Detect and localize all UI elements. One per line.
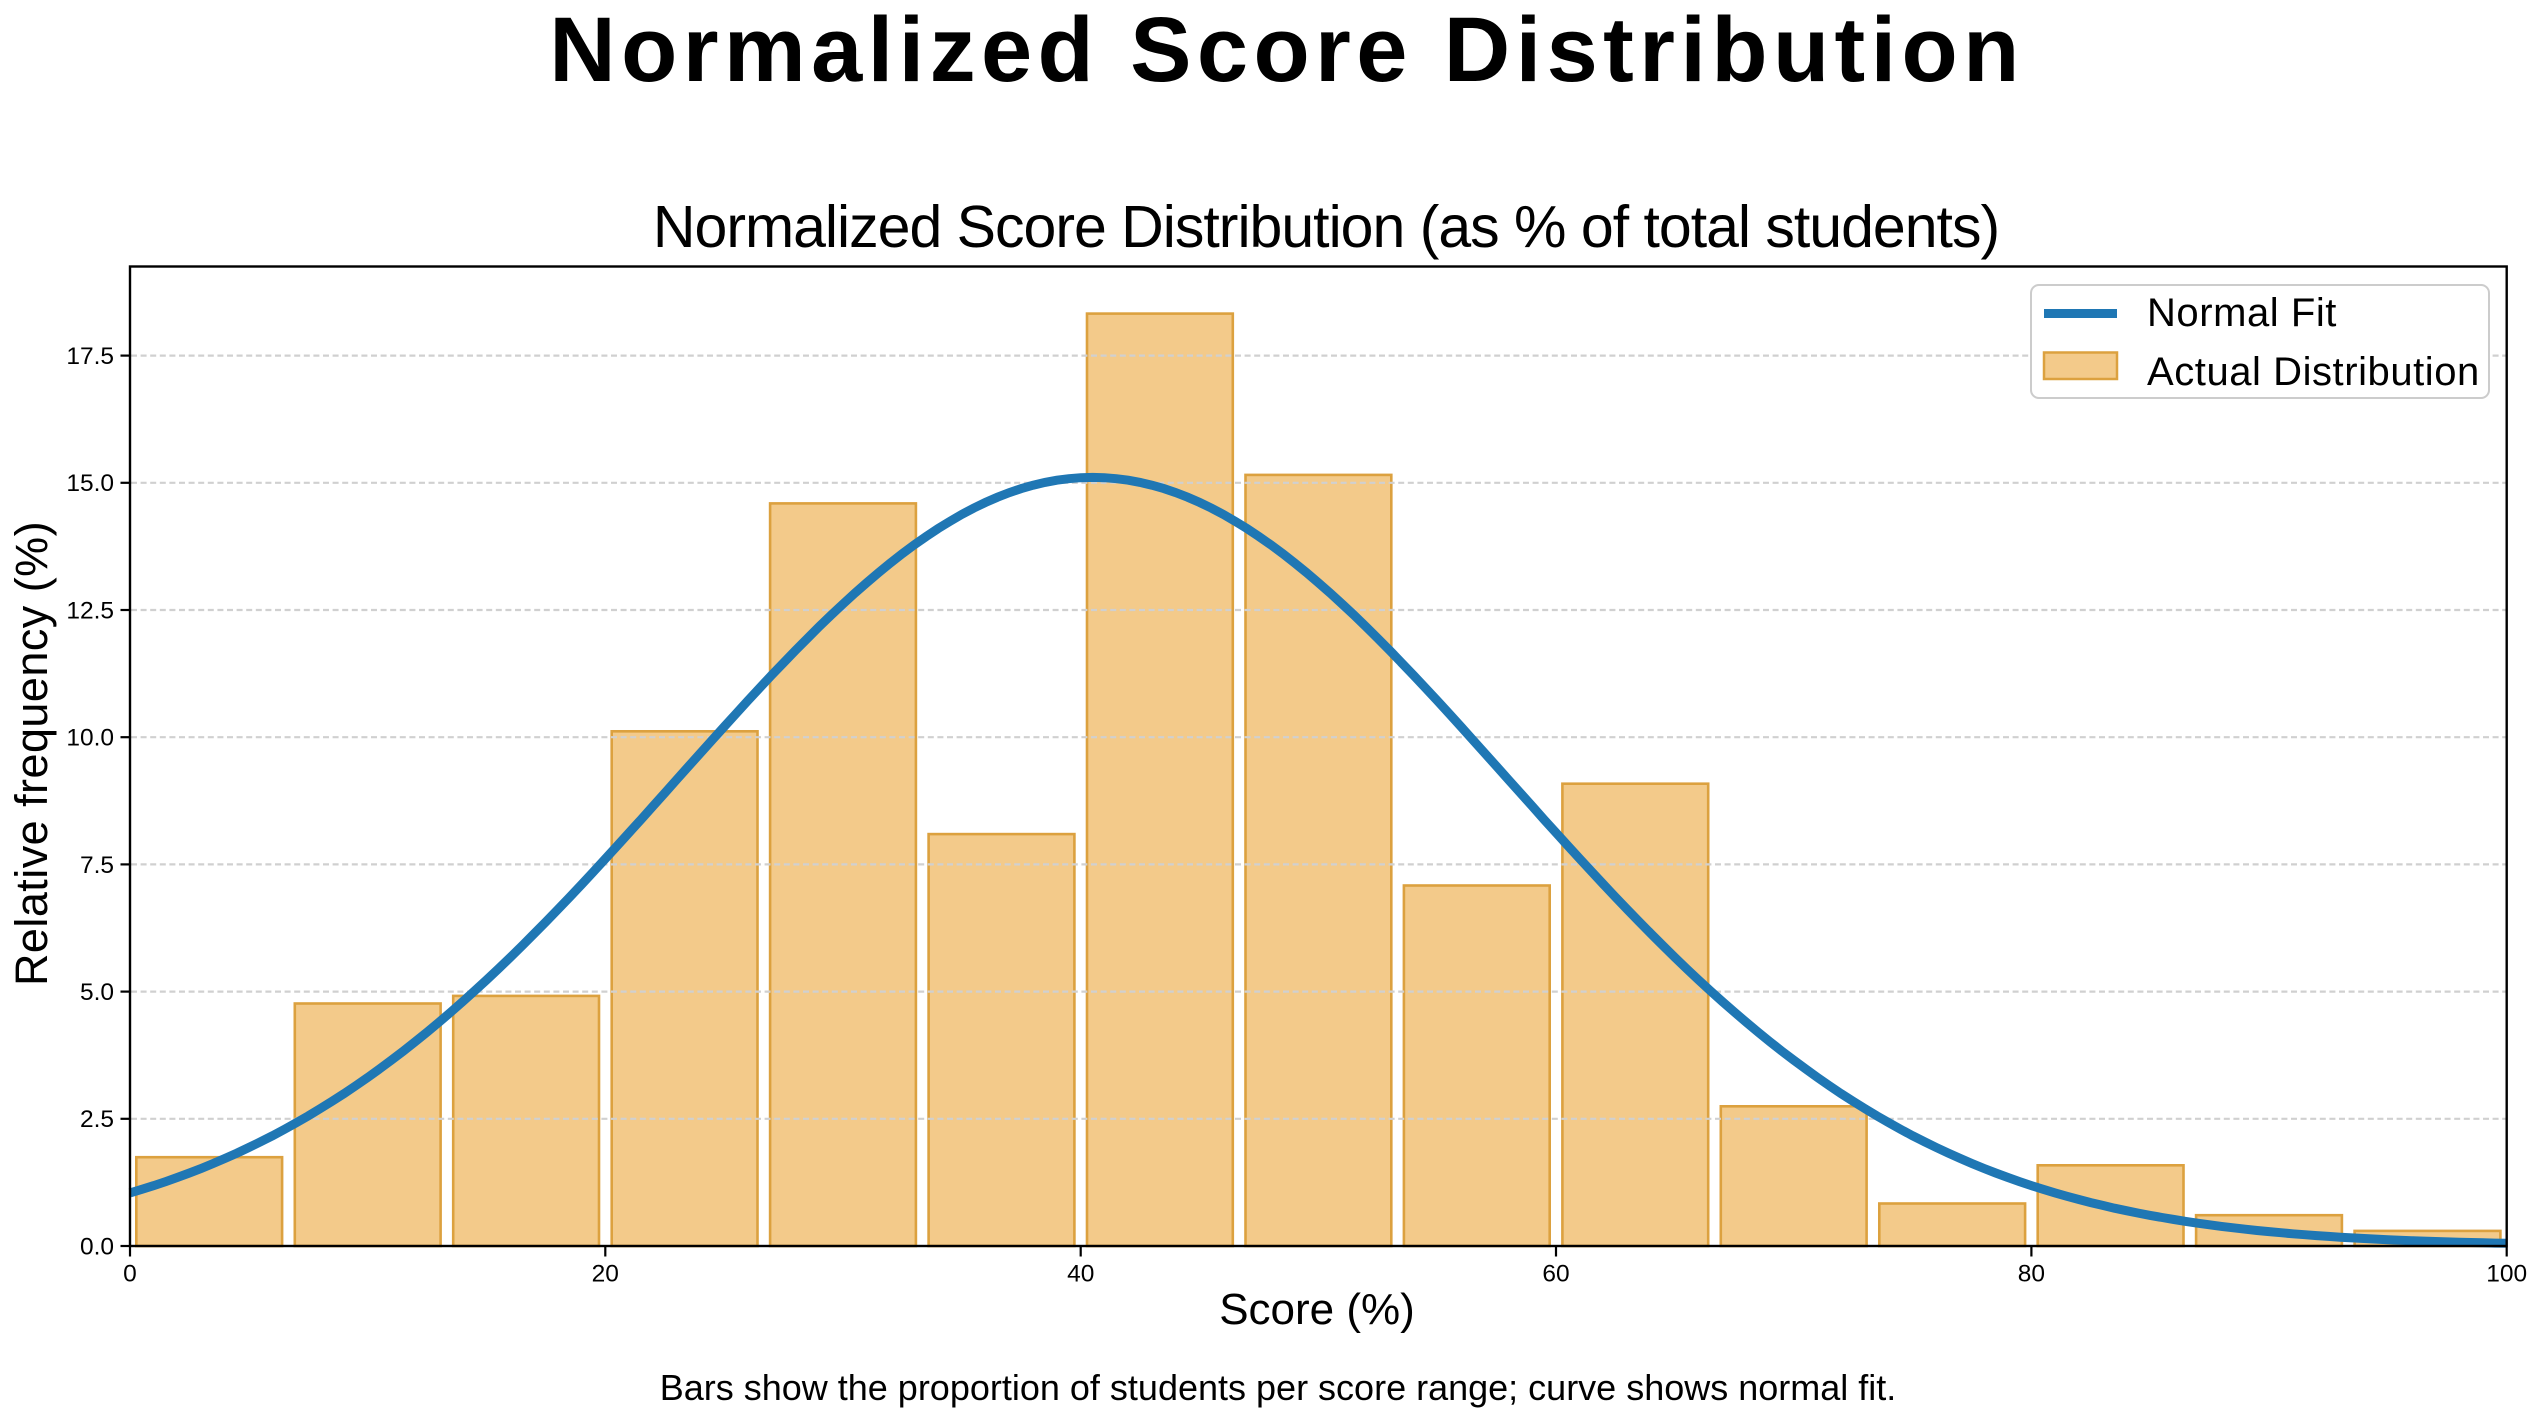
svg-text:0: 0 xyxy=(123,1261,137,1288)
svg-text:7.5: 7.5 xyxy=(80,852,114,879)
svg-text:Actual Distribution: Actual Distribution xyxy=(2147,350,2480,394)
svg-text:20: 20 xyxy=(592,1261,619,1288)
svg-text:15.0: 15.0 xyxy=(66,470,114,497)
svg-text:2.5: 2.5 xyxy=(80,1106,114,1133)
svg-text:Bars show the proportion of st: Bars show the proportion of students per… xyxy=(660,1367,1897,1408)
svg-text:100: 100 xyxy=(2486,1261,2527,1288)
svg-text:Relative frequency (%): Relative frequency (%) xyxy=(6,521,57,986)
svg-text:60: 60 xyxy=(1542,1261,1569,1288)
svg-text:0.0: 0.0 xyxy=(80,1233,114,1260)
svg-text:17.5: 17.5 xyxy=(66,343,114,370)
svg-text:40: 40 xyxy=(1067,1261,1094,1288)
svg-text:80: 80 xyxy=(2018,1261,2045,1288)
svg-text:Normalized Score Distribution: Normalized Score Distribution xyxy=(549,0,2024,101)
svg-text:10.0: 10.0 xyxy=(66,725,114,752)
svg-text:Score (%): Score (%) xyxy=(1219,1285,1415,1334)
svg-text:Normal Fit: Normal Fit xyxy=(2147,291,2337,335)
svg-text:12.5: 12.5 xyxy=(66,597,114,624)
svg-text:Normalized Score Distribution: Normalized Score Distribution (as % of t… xyxy=(653,194,1999,260)
svg-text:5.0: 5.0 xyxy=(80,979,114,1006)
